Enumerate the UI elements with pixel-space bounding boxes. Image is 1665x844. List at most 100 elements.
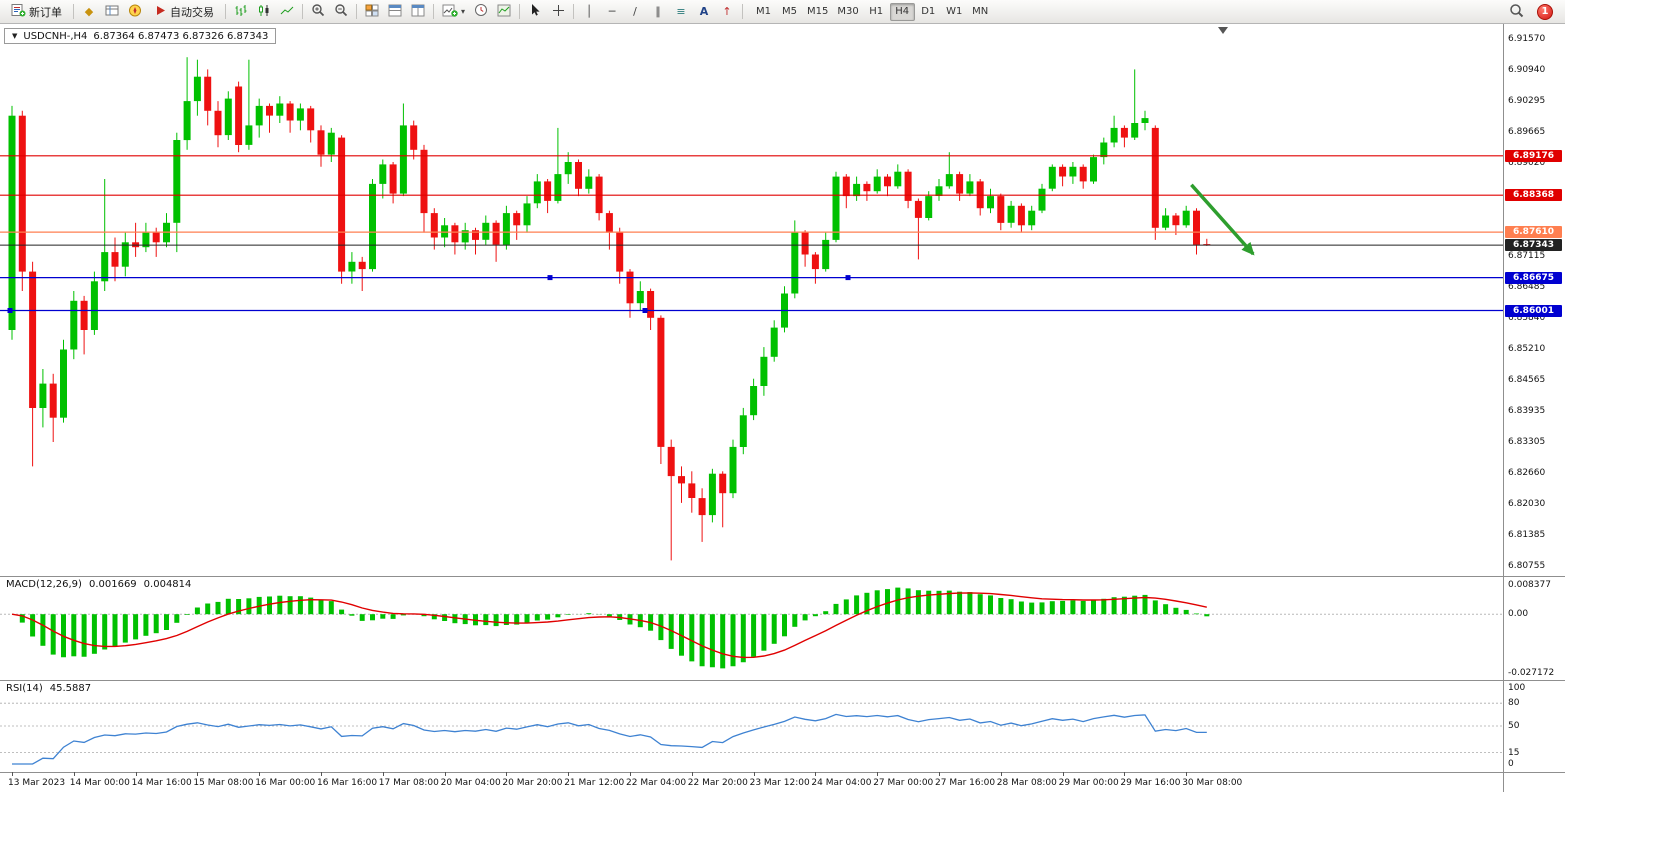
time-axis-label: 29 Mar 16:00 bbox=[1120, 778, 1181, 788]
tile-horizontal-button[interactable] bbox=[384, 2, 406, 22]
tile-vertical-icon bbox=[411, 4, 425, 20]
time-axis-label: 28 Mar 08:00 bbox=[996, 778, 1057, 788]
data-window-icon bbox=[105, 4, 119, 20]
time-axis-label: 22 Mar 20:00 bbox=[687, 778, 748, 788]
time-tick bbox=[939, 772, 940, 776]
time-axis-label: 20 Mar 04:00 bbox=[440, 778, 501, 788]
time-tick bbox=[259, 772, 261, 776]
price-tick-label: 6.91570 bbox=[1508, 34, 1546, 45]
time-axis-label: 16 Mar 16:00 bbox=[317, 778, 378, 788]
zoom-out-button[interactable] bbox=[330, 2, 352, 22]
timeframe-W1-button[interactable]: W1 bbox=[942, 3, 967, 21]
price-tick-label: 6.87115 bbox=[1508, 251, 1546, 262]
time-axis-label: 22 Mar 04:00 bbox=[626, 778, 687, 788]
vertical-line-icon: │ bbox=[585, 5, 593, 18]
price-tick-label: 6.89665 bbox=[1508, 127, 1546, 137]
horizontal-line-tool-button[interactable]: ─ bbox=[601, 2, 623, 22]
auto-trading-button[interactable]: 自动交易 bbox=[147, 2, 221, 22]
timeframe-M5-button[interactable]: M5 bbox=[777, 3, 802, 21]
timeframe-D1-button[interactable]: D1 bbox=[916, 3, 941, 21]
time-axis-label: 27 Mar 00:00 bbox=[873, 778, 934, 788]
toolbar-separator bbox=[73, 4, 74, 19]
text-tool-button[interactable]: A bbox=[693, 2, 715, 22]
trendline-icon: / bbox=[633, 5, 637, 18]
fibonacci-icon: ≡ bbox=[676, 5, 686, 18]
candlestick-chart[interactable] bbox=[0, 24, 1503, 576]
chart-area[interactable]: ▼ USDCNH-,H4 6.87364 6.87473 6.87326 6.8… bbox=[0, 24, 1665, 844]
toolbar-separator bbox=[356, 4, 357, 19]
market-watch-button[interactable]: ◆ bbox=[78, 2, 100, 22]
chart-template-button[interactable] bbox=[493, 2, 515, 22]
trendline-tool-button[interactable]: / bbox=[624, 2, 646, 22]
time-axis-label: 23 Mar 12:00 bbox=[749, 778, 810, 788]
price-tick-label: 6.80755 bbox=[1508, 561, 1546, 571]
timeframe-M15-button[interactable]: M15 bbox=[803, 3, 832, 21]
timeframe-H4-button[interactable]: H4 bbox=[889, 2, 915, 21]
chevron-down-icon: ▾ bbox=[461, 6, 466, 16]
time-tick bbox=[1186, 772, 1188, 776]
new-order-button[interactable]: 新订单 bbox=[4, 2, 69, 22]
timeframe-MN-button[interactable]: MN bbox=[968, 3, 993, 21]
price-tick-label: 6.81385 bbox=[1508, 530, 1546, 541]
panel-separator[interactable] bbox=[0, 680, 1565, 681]
time-tick bbox=[382, 772, 384, 776]
candle-chart-button[interactable] bbox=[253, 2, 275, 22]
toolbar-separator bbox=[302, 4, 303, 19]
panel-separator[interactable] bbox=[0, 576, 1565, 577]
navigator-icon bbox=[128, 4, 142, 20]
crosshair-icon bbox=[552, 4, 565, 20]
time-tick bbox=[197, 772, 199, 776]
data-window-button[interactable] bbox=[101, 2, 123, 22]
macd-panel[interactable] bbox=[0, 576, 1503, 680]
time-axis-label: 14 Mar 00:00 bbox=[69, 778, 130, 788]
time-tick bbox=[1124, 772, 1126, 776]
toolbar: 新订单 ◆ 自动交易 ▾ │ ─ / ∥ bbox=[0, 0, 1565, 24]
time-tick bbox=[12, 772, 13, 776]
time-tick bbox=[815, 772, 817, 776]
price-axis[interactable]: 6.91570 6.90940 6.90295 6.89665 6.89020 6.871… bbox=[1504, 24, 1565, 792]
panel-separator bbox=[0, 772, 1565, 773]
timeframe-M30-button[interactable]: M30 bbox=[833, 3, 862, 21]
cursor-button[interactable] bbox=[524, 2, 546, 22]
price-tick-label: 6.82030 bbox=[1508, 498, 1546, 509]
bar-chart-button[interactable] bbox=[230, 2, 252, 22]
timeframe-H1-button[interactable]: H1 bbox=[864, 3, 889, 21]
channel-tool-button[interactable]: ∥ bbox=[647, 2, 669, 22]
tile-vertical-button[interactable] bbox=[407, 2, 429, 22]
price-badge: 6.86675 bbox=[1505, 271, 1562, 284]
time-axis[interactable]: 13 Mar 2023 14 Mar 00:00 14 Mar 16:00 15 Ma… bbox=[0, 772, 1503, 792]
rsi-axis-label: 50 bbox=[1508, 721, 1520, 731]
symbol-dropdown-icon[interactable]: ▼ bbox=[12, 32, 18, 40]
rsi-panel[interactable] bbox=[0, 680, 1503, 772]
tile-windows-button[interactable] bbox=[361, 2, 383, 22]
price-tick-label: 6.86485 bbox=[1508, 281, 1546, 292]
notification-badge[interactable]: 1 bbox=[1537, 3, 1553, 20]
price-badge: 6.87610 bbox=[1505, 226, 1562, 239]
chart-title-box: ▼ USDCNH-,H4 6.87364 6.87473 6.87326 6.8… bbox=[4, 28, 277, 44]
rsi-value: 45.5887 bbox=[49, 683, 92, 694]
rsi-axis-label: 0 bbox=[1508, 759, 1514, 769]
zoom-in-button[interactable] bbox=[307, 2, 329, 22]
new-chart-button[interactable]: ▾ bbox=[438, 2, 469, 22]
crosshair-button[interactable] bbox=[547, 2, 569, 22]
time-axis-label: 15 Mar 08:00 bbox=[193, 778, 254, 788]
time-axis-label: 14 Mar 16:00 bbox=[131, 778, 192, 788]
horizontal-line-icon: ─ bbox=[608, 5, 616, 18]
time-axis-label: 16 Mar 00:00 bbox=[255, 778, 316, 788]
macd-name: MACD(12,26,9) bbox=[6, 579, 82, 590]
new-order-icon bbox=[11, 3, 26, 20]
vertical-line-tool-button[interactable]: │ bbox=[578, 2, 600, 22]
clock-icon bbox=[474, 3, 488, 20]
search-button[interactable] bbox=[1505, 2, 1528, 22]
arrows-tool-button[interactable]: ↑ bbox=[716, 2, 738, 22]
zoom-in-icon bbox=[311, 3, 325, 20]
rsi-name: RSI(14) bbox=[6, 683, 43, 694]
period-clock-button[interactable] bbox=[470, 2, 492, 22]
line-chart-button[interactable] bbox=[276, 2, 298, 22]
timeframe-M1-button[interactable]: M1 bbox=[751, 3, 776, 21]
navigator-button[interactable] bbox=[124, 2, 146, 22]
time-tick bbox=[73, 772, 75, 776]
fibonacci-tool-button[interactable]: ≡ bbox=[670, 2, 692, 22]
time-tick bbox=[321, 772, 322, 776]
price-tick-label: 6.84565 bbox=[1508, 375, 1546, 386]
